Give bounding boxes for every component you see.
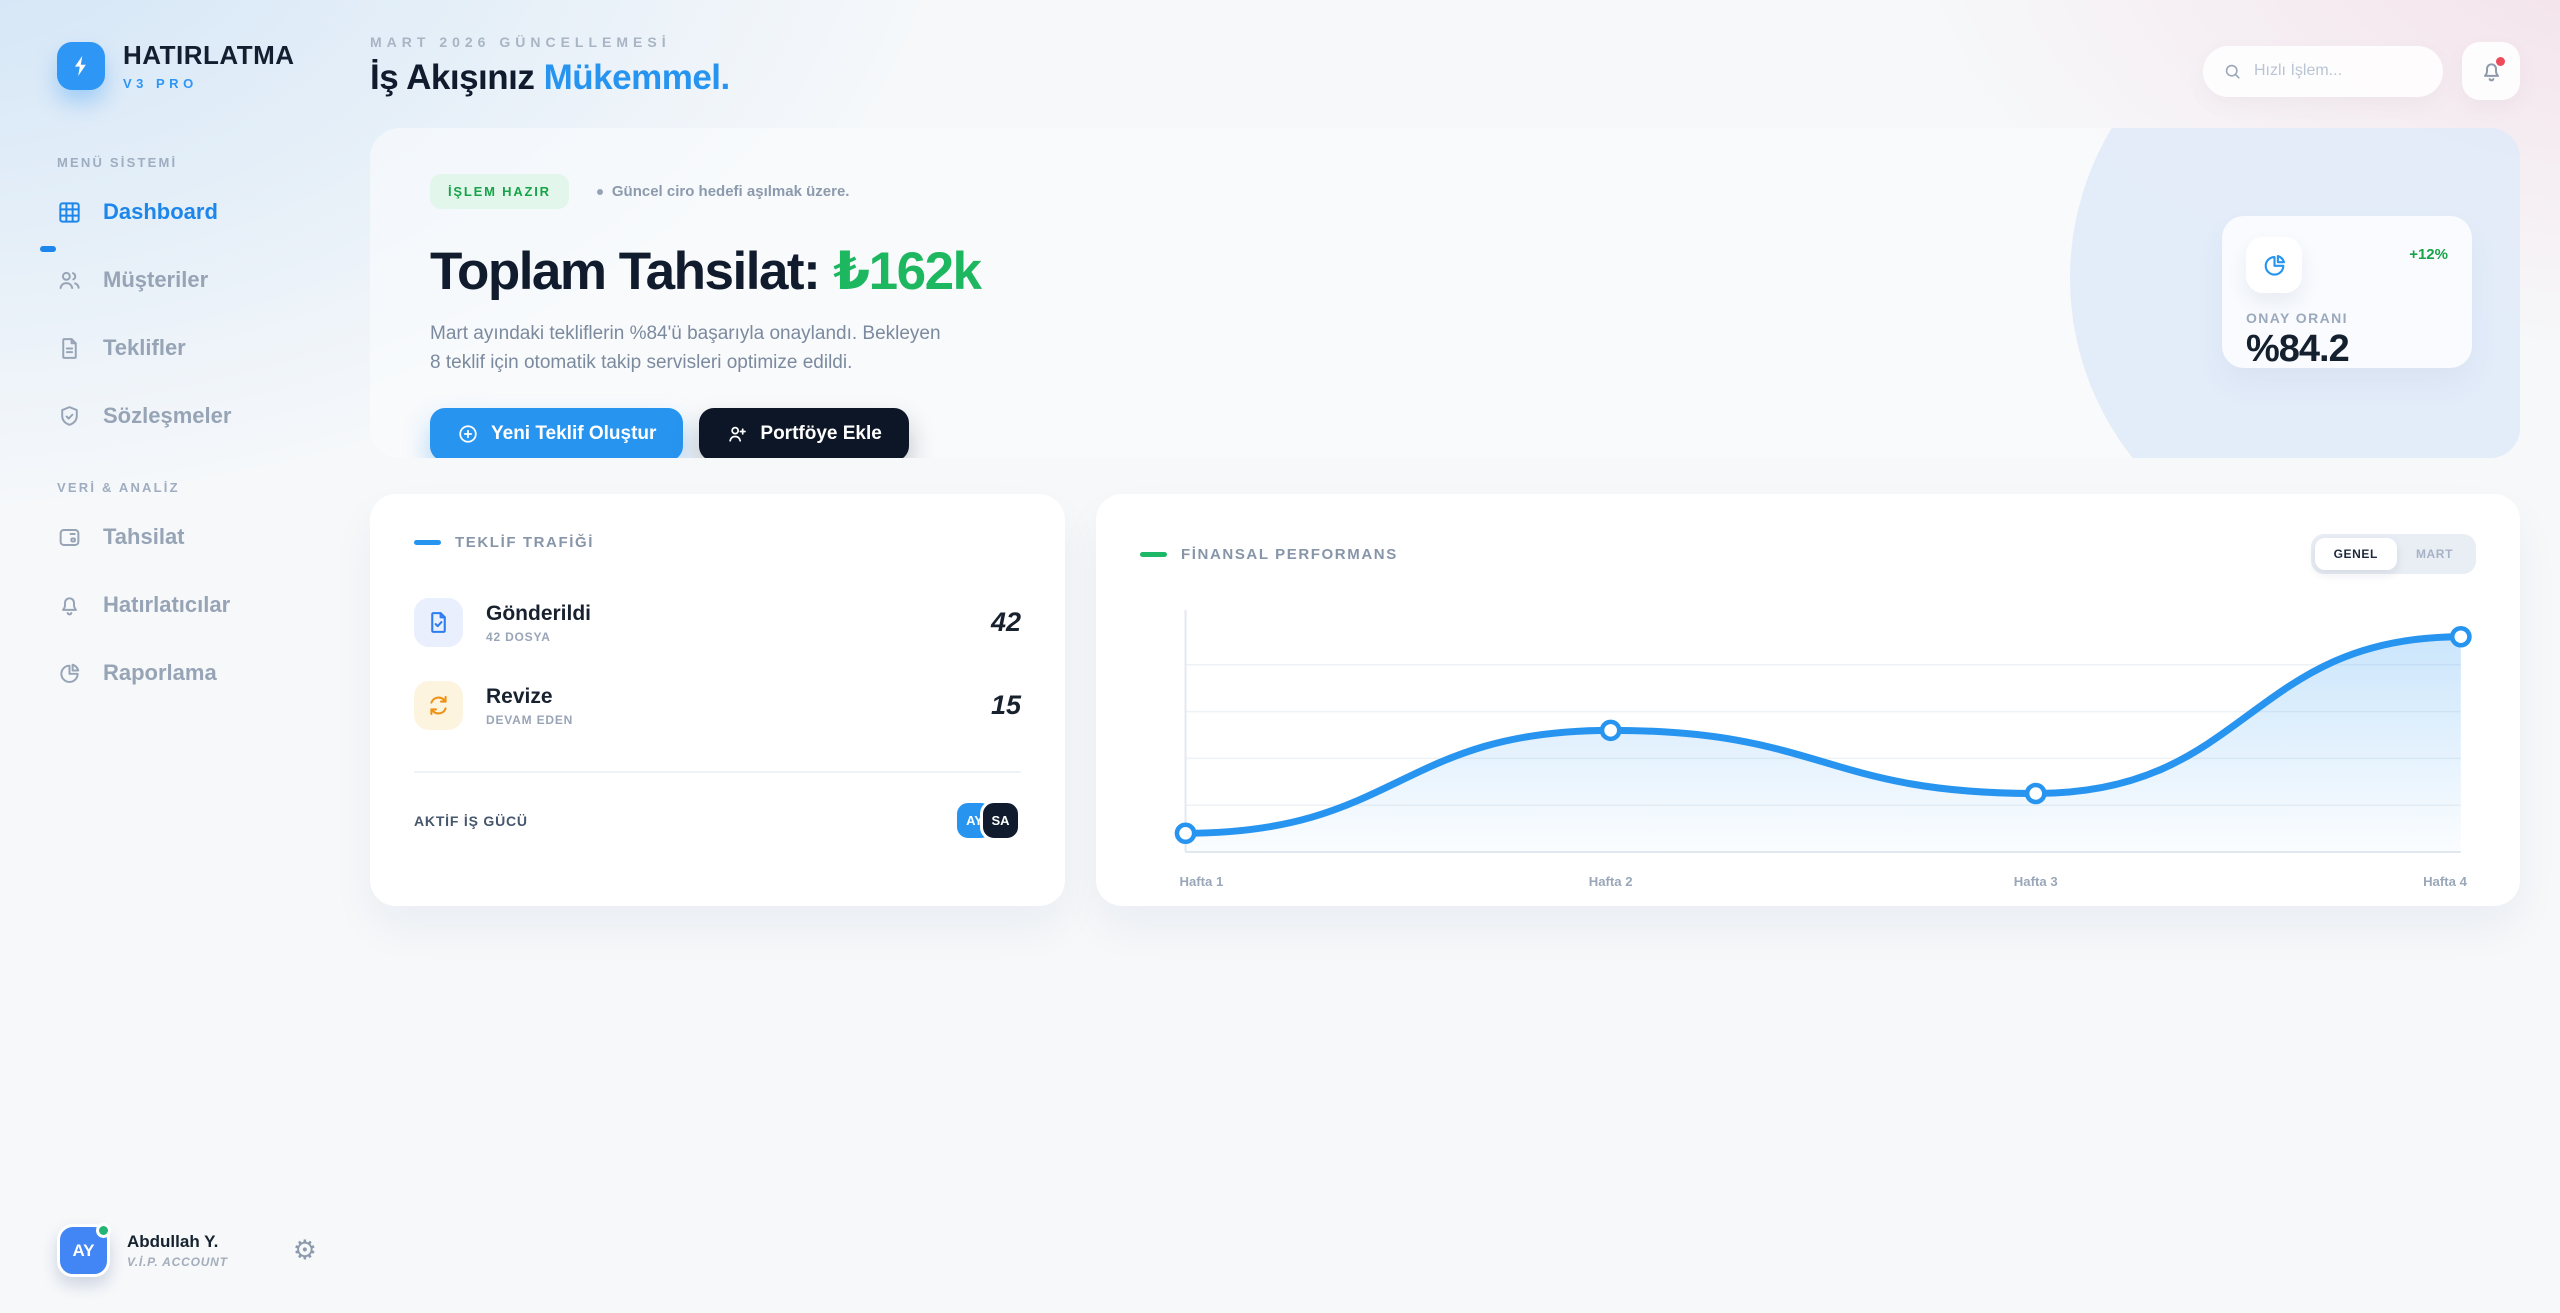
sidebar-item-label: Tahsilat xyxy=(103,524,185,549)
app-logo: HATIRLATMA V3 PRO xyxy=(57,40,370,91)
traffic-item-title: Gönderildi xyxy=(486,601,591,625)
hero-description: Mart ayındaki tekliflerin %84'ü başarıyl… xyxy=(430,323,941,373)
stat-label: ONAY ORANI xyxy=(2246,310,2348,326)
search-icon xyxy=(2225,64,2240,79)
avatar-initials: AY xyxy=(72,1240,95,1260)
sidebar: HATIRLATMA V3 PRO MENÜ SİSTEMİ Dashboard… xyxy=(0,0,370,1313)
add-portfolio-button-label: Portföye Ekle xyxy=(760,423,882,445)
traffic-item-subtitle: DEVAM EDEN xyxy=(486,712,574,727)
user-profile: AY Abdullah Y. V.İ.P. ACCOUNT ⚙ xyxy=(57,1223,317,1277)
svg-text:Hafta 1: Hafta 1 xyxy=(1179,874,1223,889)
new-offer-button-label: Yeni Teklif Oluştur xyxy=(491,423,657,445)
sidebar-item-teklifler[interactable]: Teklifler xyxy=(57,314,370,382)
sidebar-item-dashboard[interactable]: Dashboard xyxy=(57,178,370,246)
sidebar-item-sozlesmeler[interactable]: Sözleşmeler xyxy=(57,382,370,450)
workforce-label: AKTİF İŞ GÜCÜ xyxy=(414,812,528,829)
line-chart: Hafta 1 Hafta 2 Hafta 3 Hafta 4 xyxy=(1174,610,2472,889)
sidebar-item-label: Hatırlatıcılar xyxy=(103,592,231,617)
traffic-item-value: 42 xyxy=(990,607,1021,637)
sidebar-item-musteriler[interactable]: Müşteriler xyxy=(57,246,370,314)
status-note: Güncel ciro hedefi aşılmak üzere. xyxy=(597,183,850,200)
svg-text:Hafta 4: Hafta 4 xyxy=(2423,874,2468,889)
sidebar-item-label: Raporlama xyxy=(103,660,217,685)
traffic-item-value: 15 xyxy=(990,690,1021,720)
traffic-item-subtitle: 42 DOSYA xyxy=(486,629,551,644)
user-plus-icon xyxy=(729,426,747,442)
sidebar-item-label: Dashboard xyxy=(103,199,218,224)
search-bar xyxy=(2203,45,2443,97)
stat-value: %84.2 xyxy=(2246,328,2350,370)
users-icon xyxy=(59,271,80,289)
bell-icon xyxy=(2483,62,2499,81)
avatar: SA xyxy=(980,800,1021,841)
main-content: MART 2026 GÜNCELLEMESİ İş Akışınız Mükem… xyxy=(370,0,2520,906)
lightning-icon xyxy=(57,41,105,90)
add-portfolio-button[interactable]: Portföye Ekle xyxy=(699,407,909,458)
hero-title-label: Toplam Tahsilat: xyxy=(430,242,821,301)
user-name: Abdullah Y. xyxy=(127,1232,219,1251)
plus-circle-icon xyxy=(459,425,477,443)
performance-chart: Hafta 1 Hafta 2 Hafta 3 Hafta 4 xyxy=(1140,600,2476,900)
page-title-accent: Mükemmel. xyxy=(543,58,731,97)
online-status-dot xyxy=(96,1223,111,1238)
file-icon xyxy=(62,337,77,359)
stat-change-badge: +12% xyxy=(2409,246,2448,263)
status-badge: İŞLEM HAZIR xyxy=(430,174,569,209)
tab-genel[interactable]: GENEL xyxy=(2314,538,2397,570)
sidebar-item-hatirlaticilar[interactable]: Hatırlatıcılar xyxy=(57,571,370,639)
notifications-button[interactable] xyxy=(2462,42,2520,100)
bell-icon xyxy=(62,596,77,615)
header-dash-green xyxy=(1140,551,1167,557)
pie-icon xyxy=(60,663,80,683)
hero-card: İŞLEM HAZIR Güncel ciro hedefi aşılmak ü… xyxy=(370,128,2520,458)
traffic-card-title: TEKLİF TRAFİĞİ xyxy=(455,534,595,551)
traffic-item-revize[interactable]: Revize DEVAM EDEN 15 xyxy=(414,664,1021,747)
page-title-primary: İş Akışınız xyxy=(370,58,535,97)
gear-icon[interactable]: ⚙ xyxy=(292,1235,317,1265)
wallet-icon xyxy=(59,528,80,546)
sidebar-section-veri: VERİ & ANALİZ xyxy=(57,480,180,495)
hero-title: Toplam Tahsilat: ₺162k xyxy=(430,241,2460,302)
grid-icon xyxy=(59,201,80,223)
notification-dot xyxy=(2496,57,2505,66)
hero-title-value: ₺162k xyxy=(833,242,982,301)
app-version: V3 PRO xyxy=(123,76,198,91)
header-dash-blue xyxy=(414,540,441,545)
svg-text:Hafta 3: Hafta 3 xyxy=(2014,874,2058,889)
refresh-icon xyxy=(414,681,463,730)
traffic-item-title: Revize xyxy=(486,684,553,708)
active-item-indicator xyxy=(40,246,56,252)
finance-card-title: FİNANSAL PERFORMANS xyxy=(1181,545,1398,563)
approval-rate-card: +12% ONAY ORANI %84.2 xyxy=(2222,216,2472,370)
traffic-item-gonderildi[interactable]: Gönderildi 42 DOSYA 42 xyxy=(414,581,1021,664)
sidebar-item-raporlama[interactable]: Raporlama xyxy=(57,639,370,707)
search-input[interactable] xyxy=(2254,62,2423,80)
avatar: AY xyxy=(57,1223,111,1277)
page-title: İş Akışınız Mükemmel. xyxy=(370,58,730,98)
new-offer-button[interactable]: Yeni Teklif Oluştur xyxy=(430,407,684,458)
sidebar-item-label: Müşteriler xyxy=(103,267,209,292)
financial-performance-card: FİNANSAL PERFORMANS GENEL MART Hafta 1 Ha… xyxy=(1096,494,2520,906)
file-check-icon xyxy=(414,598,463,647)
app-name: HATIRLATMA xyxy=(123,40,295,70)
pie-chart-icon xyxy=(2246,237,2302,293)
svg-text:Hafta 2: Hafta 2 xyxy=(1589,874,1633,889)
sidebar-item-label: Sözleşmeler xyxy=(103,403,232,428)
topbar: MART 2026 GÜNCELLEMESİ İş Akışınız Mükem… xyxy=(370,34,2520,100)
header-eyebrow: MART 2026 GÜNCELLEMESİ xyxy=(370,34,671,50)
tab-mart[interactable]: MART xyxy=(2397,538,2472,570)
chart-range-toggle: GENEL MART xyxy=(2310,534,2476,574)
user-role: V.İ.P. ACCOUNT xyxy=(127,1255,228,1269)
shield-check-icon xyxy=(61,405,78,426)
workforce-avatars: AY SA xyxy=(954,800,1021,841)
sidebar-item-label: Teklifler xyxy=(103,335,186,360)
sidebar-item-tahsilat[interactable]: Tahsilat xyxy=(57,503,370,571)
sidebar-section-menu: MENÜ SİSTEMİ xyxy=(57,155,178,170)
offer-traffic-card: TEKLİF TRAFİĞİ Gönderildi 42 DOSYA 42 xyxy=(370,494,1065,906)
